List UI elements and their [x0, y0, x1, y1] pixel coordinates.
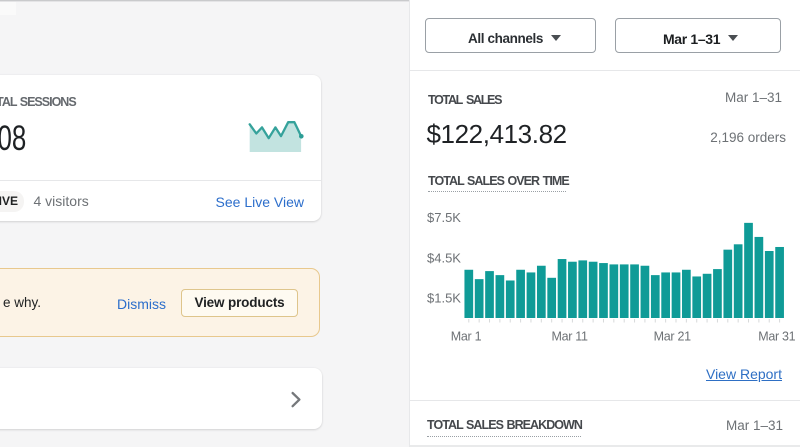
svg-text:Mar 1: Mar 1: [451, 330, 482, 344]
svg-text:$4.5K: $4.5K: [427, 250, 461, 265]
svg-text:Mar 31: Mar 31: [758, 330, 795, 344]
svg-text:$1.5K: $1.5K: [427, 291, 461, 306]
svg-text:Mar 11: Mar 11: [552, 330, 589, 344]
svg-text:Mar 21: Mar 21: [654, 330, 691, 344]
svg-text:$7.5K: $7.5K: [427, 210, 461, 225]
